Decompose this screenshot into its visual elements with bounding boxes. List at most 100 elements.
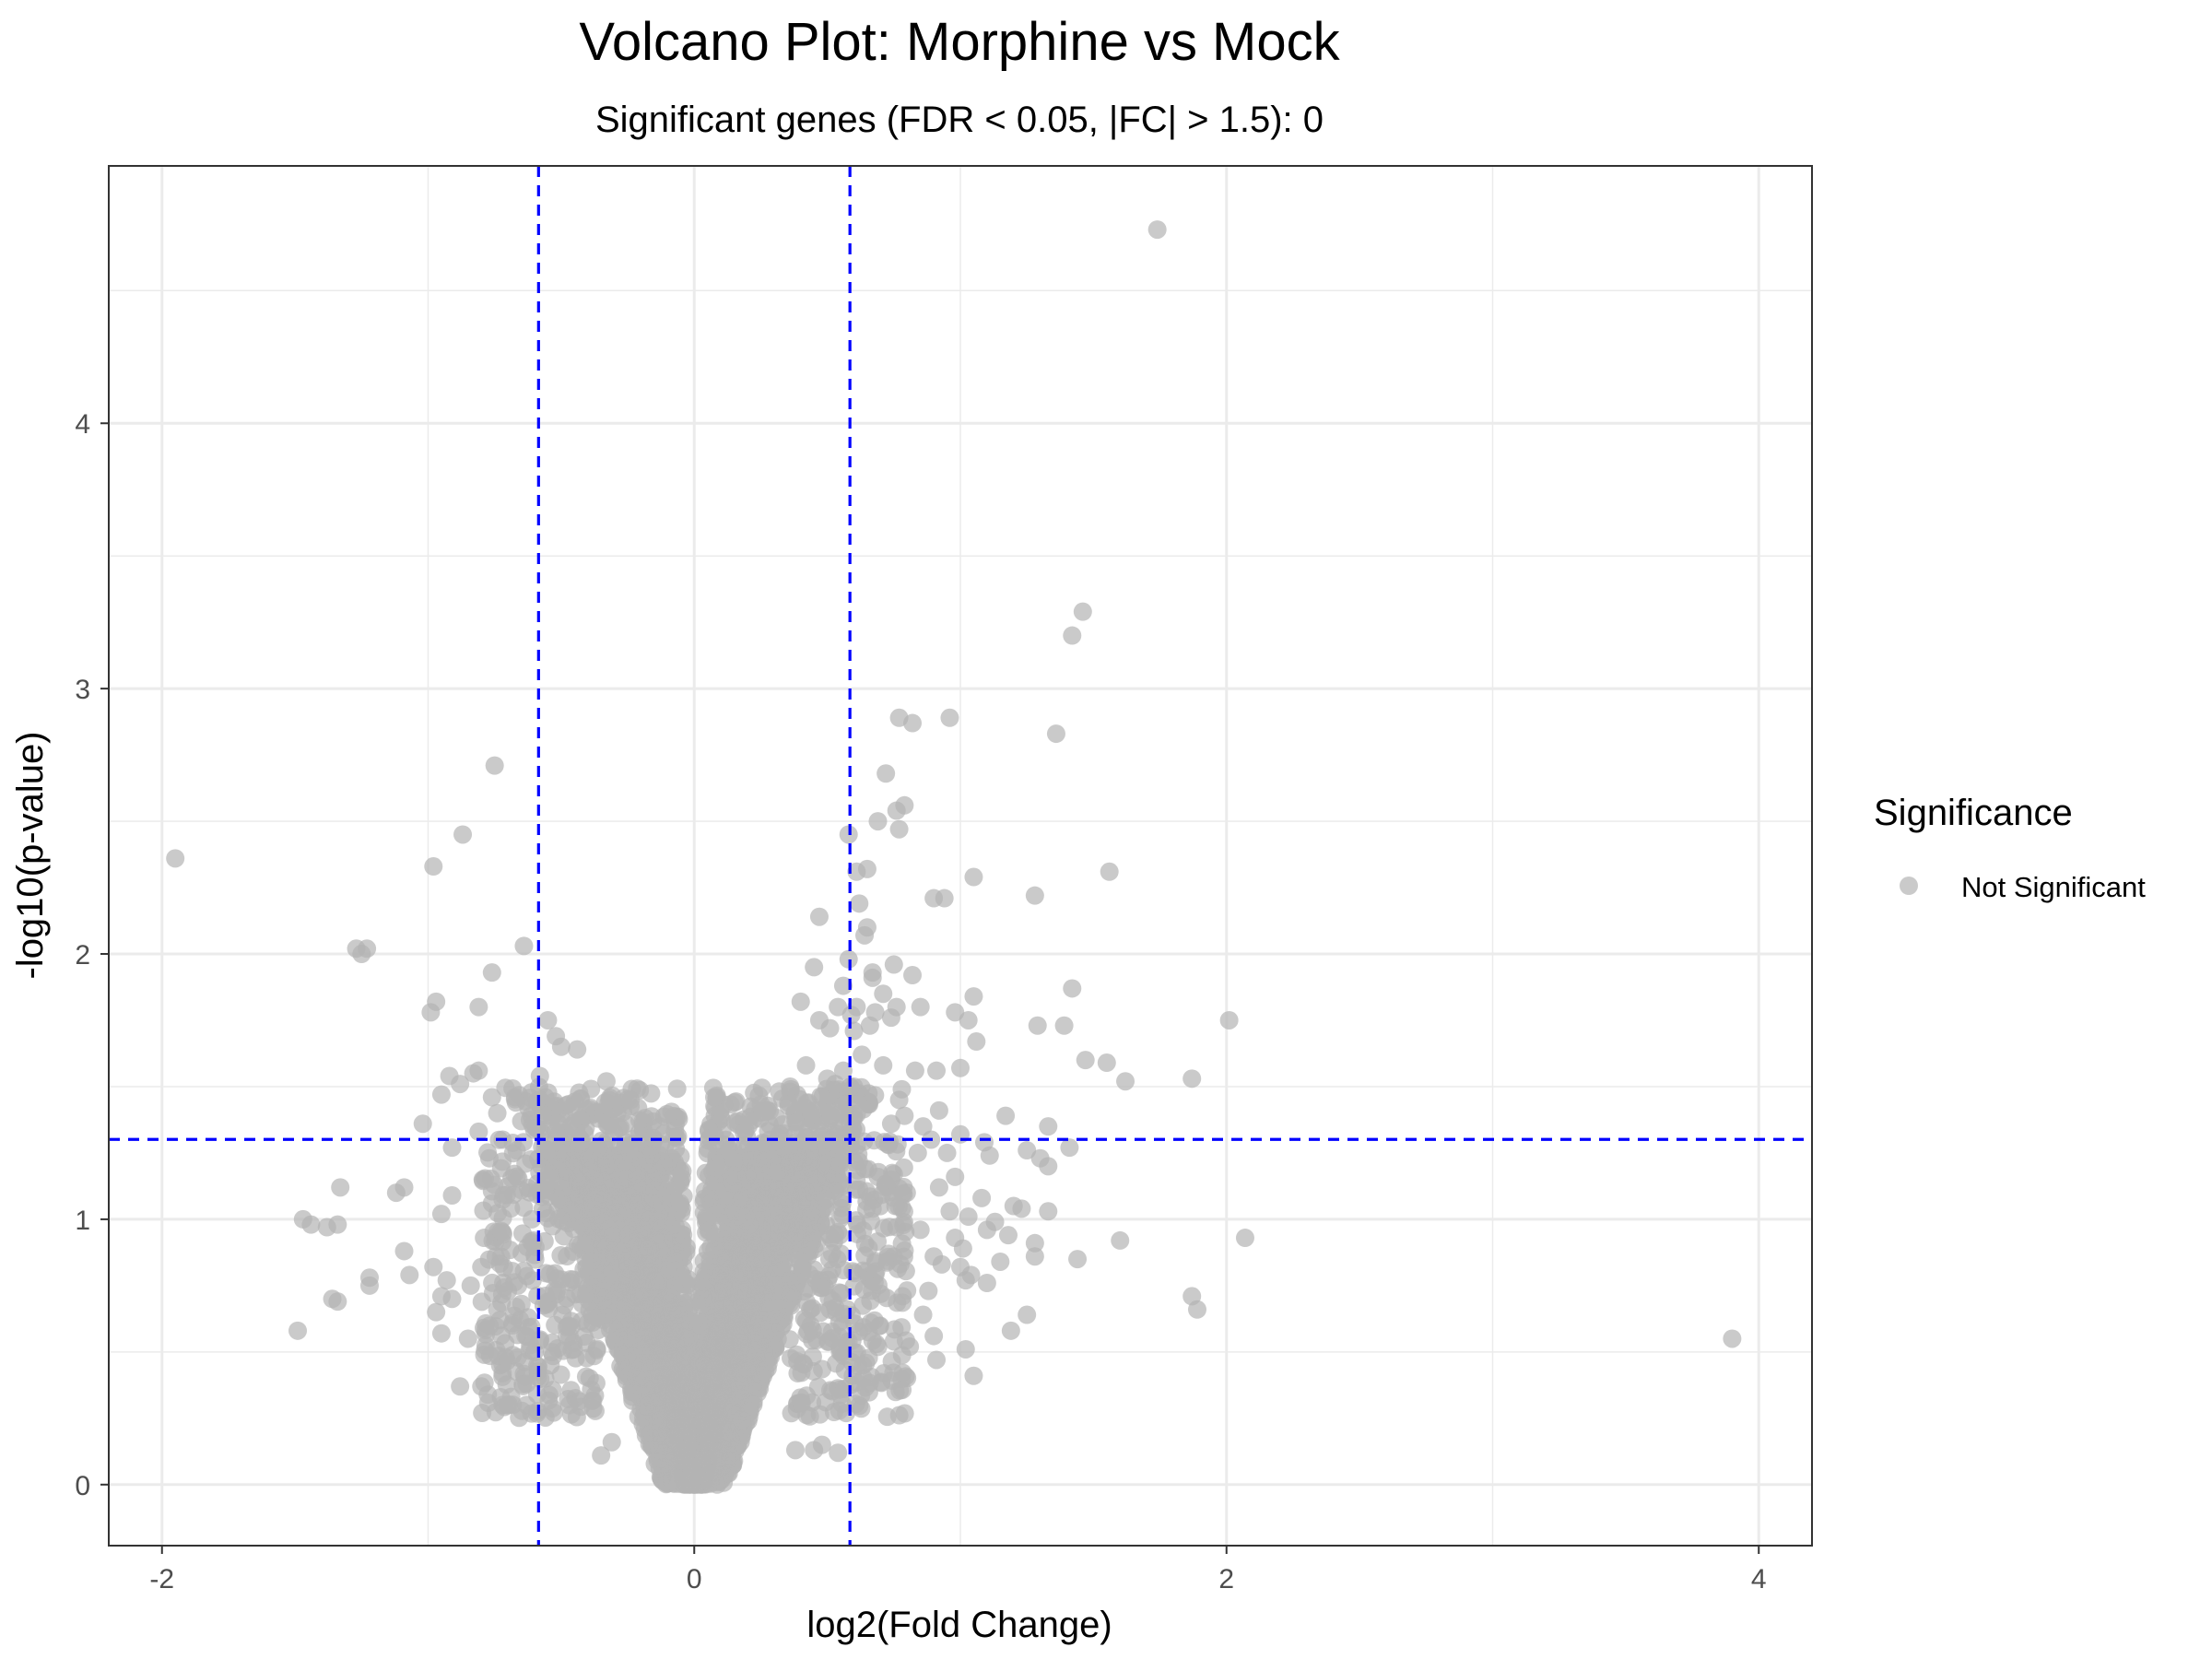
data-point (609, 1118, 629, 1137)
data-point (712, 1470, 731, 1489)
data-point (832, 1176, 852, 1195)
data-point (586, 1286, 606, 1305)
data-point (603, 1173, 622, 1193)
data-point (493, 1208, 512, 1228)
data-point (655, 1137, 675, 1157)
data-point (793, 1133, 812, 1152)
data-point (736, 1207, 756, 1227)
data-point (843, 1366, 863, 1385)
data-point (476, 1169, 495, 1188)
data-point (726, 1092, 746, 1112)
data-point (832, 1194, 852, 1213)
data-point (657, 1374, 677, 1394)
data-point (784, 1233, 804, 1253)
data-point (760, 1101, 780, 1121)
data-point (667, 1079, 687, 1099)
data-point (659, 1285, 678, 1304)
data-point (730, 1327, 749, 1347)
data-point (514, 1261, 534, 1280)
data-point (780, 1288, 799, 1308)
data-point (588, 1162, 607, 1182)
data-point (551, 1246, 571, 1265)
data-point (557, 1288, 576, 1308)
chart-subtitle: Significant genes (FDR < 0.05, |FC| > 1.… (595, 100, 1324, 140)
data-point (576, 1367, 595, 1386)
data-point (870, 1316, 889, 1335)
data-point (795, 1207, 815, 1227)
data-point (639, 1347, 658, 1366)
data-point (640, 1263, 659, 1282)
data-point (828, 1250, 847, 1269)
data-point (725, 1441, 745, 1461)
data-point (790, 1171, 809, 1190)
data-point (662, 1102, 681, 1122)
data-point (831, 1385, 851, 1405)
data-point (866, 1262, 886, 1281)
data-point (665, 1408, 685, 1428)
data-point (656, 1351, 676, 1371)
data-point (800, 1265, 819, 1284)
data-point (772, 1257, 792, 1277)
data-point (863, 1331, 882, 1350)
data-point (543, 1398, 562, 1418)
data-point (614, 1208, 633, 1228)
data-point (729, 1153, 748, 1172)
data-point (472, 1292, 491, 1312)
data-point (759, 1122, 778, 1141)
data-point (758, 1293, 777, 1312)
data-point (797, 1292, 817, 1312)
data-point (543, 1217, 562, 1236)
data-point (843, 1262, 863, 1281)
data-point (536, 1264, 556, 1283)
data-point (735, 1124, 754, 1143)
data-point (830, 1155, 850, 1174)
data-point (716, 1130, 735, 1149)
data-point (710, 1343, 729, 1362)
data-point (582, 1252, 601, 1271)
data-point (600, 1252, 619, 1271)
data-point (848, 1215, 867, 1234)
data-point (732, 1363, 751, 1382)
data-point (714, 1278, 734, 1298)
data-point (549, 1188, 569, 1207)
data-point (747, 1347, 766, 1367)
chart-title: Volcano Plot: Morphine vs Mock (579, 12, 1340, 72)
data-point (731, 1385, 750, 1405)
data-point (611, 1357, 630, 1376)
data-point (792, 1394, 811, 1413)
data-point (584, 1347, 604, 1366)
data-point (711, 1391, 730, 1410)
data-point (846, 1180, 865, 1199)
data-point (662, 1446, 681, 1465)
data-point (829, 1222, 848, 1241)
data-point (585, 1189, 605, 1208)
data-point (508, 1347, 527, 1367)
data-point (703, 1371, 723, 1390)
data-point (574, 1142, 594, 1161)
data-point (708, 1443, 727, 1463)
data-point (808, 1377, 828, 1396)
data-point (640, 1434, 659, 1453)
data-point (508, 1325, 527, 1345)
data-point (868, 1232, 888, 1252)
data-point (849, 1145, 868, 1164)
data-point (705, 1158, 724, 1177)
data-point (694, 1252, 713, 1271)
data-point (624, 1194, 643, 1214)
data-point (622, 1162, 641, 1182)
data-point (648, 1404, 667, 1423)
data-point (669, 1471, 688, 1490)
data-point (639, 1155, 658, 1174)
data-point (627, 1329, 646, 1348)
plot-panel (109, 166, 1812, 1546)
data-point (763, 1215, 782, 1234)
data-point (737, 1166, 757, 1185)
data-point (746, 1249, 765, 1268)
data-point (800, 1231, 819, 1251)
data-point (627, 1288, 646, 1307)
data-point (813, 1359, 832, 1379)
data-point (647, 1225, 666, 1244)
data-point (665, 1330, 684, 1349)
